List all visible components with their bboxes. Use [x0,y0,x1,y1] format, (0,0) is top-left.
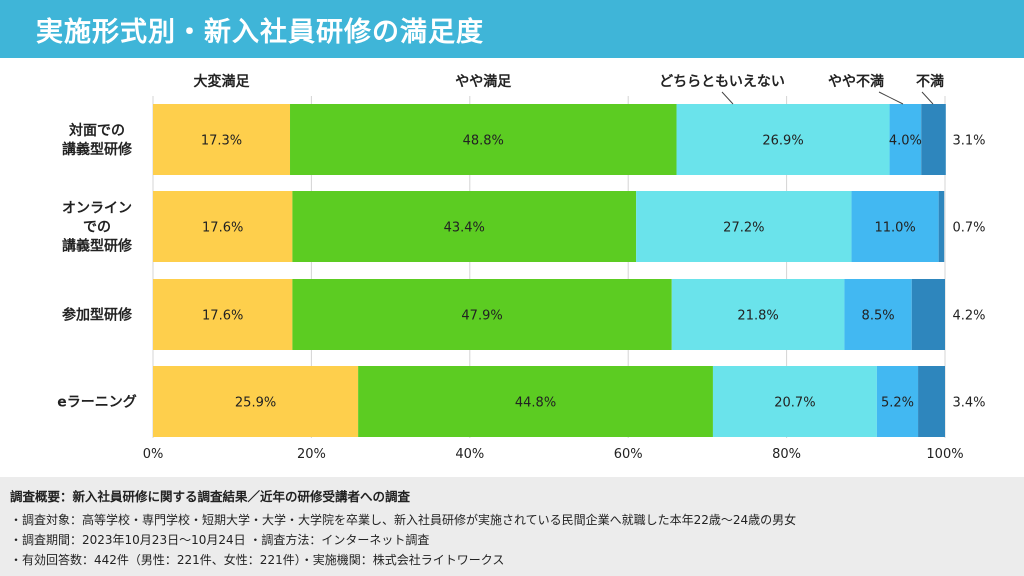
bar-segment-dissatisfied [918,366,945,437]
x-tick-label: 100% [926,447,963,462]
data-label: 26.9% [762,134,803,149]
legend-label-somewhat-dissatisfied: やや不満 [828,73,884,90]
data-label: 43.4% [444,221,485,236]
category-label: オンライン [62,201,132,217]
category-label: 参加型研修 [62,307,133,324]
data-label: 8.5% [862,309,895,324]
bar-segment-dissatisfied [938,191,945,262]
legend-leader-somewhat-dissatisfied [878,91,904,105]
data-label: 17.6% [202,221,243,236]
bar-segment-very-satisfied [153,191,293,262]
data-label: 4.2% [952,309,985,324]
legend-label-dissatisfied: 不満 [916,73,944,90]
bar-segment-somewhat-satisfied [358,366,713,437]
x-tick-label: 20% [297,447,326,462]
data-label: 5.2% [881,396,914,411]
bar-segment-neutral [671,279,845,350]
category-label: eラーニング [57,394,137,411]
data-label: 4.0% [889,134,922,149]
x-tick-label: 40% [455,447,484,462]
bar-segment-neutral [636,191,852,262]
bar-segment-very-satisfied [153,279,293,350]
bar-segment-dissatisfied [911,279,945,350]
legend-label-very-satisfied: 大変満足 [194,73,251,90]
legend-leader-neutral [721,91,734,105]
data-label: 11.0% [874,221,915,236]
survey-summary: 調査概要：新入社員研修に関する調査結果／近年の研修受講者への調査 ・調査対象：高… [0,477,1024,576]
data-label: 3.4% [952,396,985,411]
data-label: 20.7% [774,396,815,411]
bar-segment-somewhat-dissatisfied [844,279,912,350]
survey-responses-organizer: ・有効回答数：442件（男性：221件、女性：221件）・実施機関：株式会社ライ… [10,553,505,567]
data-label: 17.3% [201,134,242,149]
bar-segment-very-satisfied [153,366,359,437]
bar-segment-dissatisfied [921,104,946,175]
bar-segment-somewhat-dissatisfied [876,366,919,437]
header-banner: 実施形式別・新入社員研修の満足度 [0,0,1024,58]
data-label: 17.6% [202,309,243,324]
x-tick-label: 0% [143,447,164,462]
data-label: 44.8% [515,396,556,411]
bar-segment-neutral [712,366,877,437]
bar-segment-somewhat-satisfied [292,191,637,262]
category-label: 対面での [68,122,125,139]
category-label: での [83,220,111,236]
bar-segment-somewhat-satisfied [290,104,677,175]
x-tick-label: 60% [614,447,643,462]
bar-segment-somewhat-dissatisfied [851,191,939,262]
data-label: 3.1% [952,134,985,149]
survey-period-method: ・調査期間：2023年10月23日～10月24日 ・調査方法：インターネット調査 [10,533,430,547]
legend-label-somewhat-satisfied: やや満足 [455,73,512,90]
survey-summary-title: 調査概要：新入社員研修に関する調査結果／近年の研修受講者への調査 [10,489,411,504]
bar-segment-somewhat-dissatisfied [889,104,922,175]
data-label: 27.2% [723,221,764,236]
survey-target: ・調査対象：高等学校・専門学校・短期大学・大学・大学院を卒業し、新入社員研修が実… [10,513,797,527]
x-tick-label: 80% [772,447,801,462]
data-label: 25.9% [235,396,276,411]
data-label: 47.9% [461,309,502,324]
bar-segment-neutral [676,104,890,175]
category-label: 講義型研修 [62,141,133,158]
bar-segment-somewhat-satisfied [292,279,672,350]
bar-segment-very-satisfied [153,104,291,175]
legend-label-neutral: どちらともいえない [659,74,785,90]
data-label: 48.8% [463,134,504,149]
legend-leader-dissatisfied [921,91,934,105]
category-label: 講義型研修 [62,238,133,255]
page-title: 実施形式別・新入社員研修の満足度 [36,17,484,48]
data-label: 21.8% [737,309,778,324]
data-label: 0.7% [952,221,985,236]
